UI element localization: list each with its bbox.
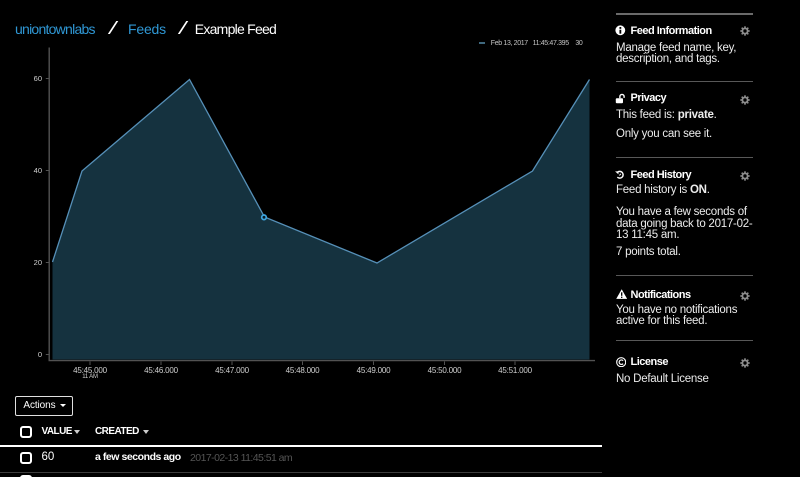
svg-text:45:45.000: 45:45.000 [73,366,108,375]
svg-text:60: 60 [34,74,42,83]
svg-text:20: 20 [34,258,42,267]
svg-text:45:49.000: 45:49.000 [357,366,392,375]
svg-text:45:50.000: 45:50.000 [428,366,463,375]
svg-text:45:48.000: 45:48.000 [286,366,321,375]
svg-text:45:51.000: 45:51.000 [498,366,533,375]
svg-text:45:47.000: 45:47.000 [215,366,250,375]
svg-text:0: 0 [38,350,42,359]
svg-text:40: 40 [34,166,42,175]
svg-text:45:46.000: 45:46.000 [144,366,179,375]
svg-text:11 AM: 11 AM [82,374,98,380]
